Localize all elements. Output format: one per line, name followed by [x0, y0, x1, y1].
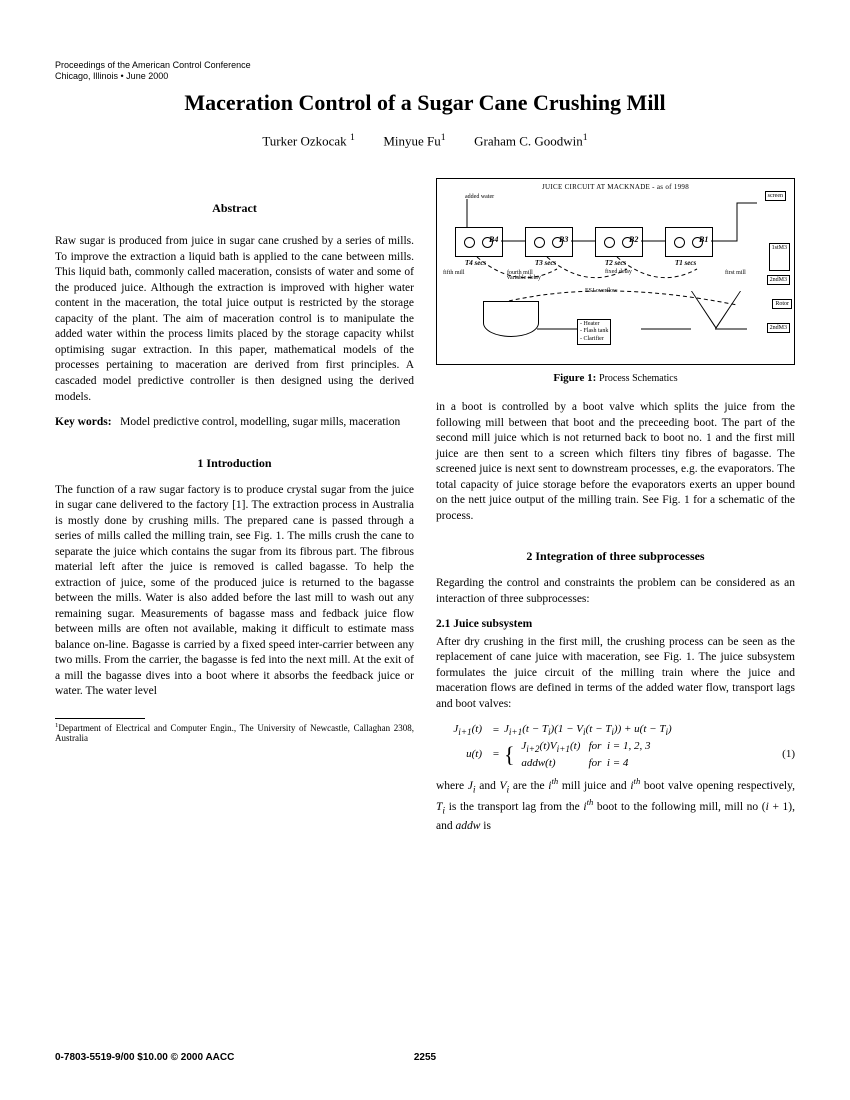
author-3-aff: 1 — [583, 132, 588, 143]
footer-copyright: 0-7803-5519-9/00 $10.00 © 2000 AACC — [55, 1051, 234, 1065]
left-column: Abstract Raw sugar is produced from juic… — [55, 178, 414, 844]
author-1: Turker Ozkocak — [262, 134, 346, 149]
proceedings-header: Proceedings of the American Control Conf… — [55, 60, 795, 82]
footnote: 1Department of Electrical and Computer E… — [55, 722, 414, 744]
author-2: Minyue Fu — [383, 134, 440, 149]
footnote-text: Department of Electrical and Computer En… — [55, 723, 414, 743]
equation-number: (1) — [771, 747, 795, 762]
authors-line: Turker Ozkocak 1 Minyue Fu1 Graham C. Go… — [55, 131, 795, 150]
page-footer: 0-7803-5519-9/00 $10.00 © 2000 AACC 2255 — [55, 1051, 795, 1065]
page-number: 2255 — [414, 1051, 436, 1065]
abstract-heading: Abstract — [55, 200, 414, 216]
figure-1-caption: Figure 1: Process Schematics — [436, 371, 795, 386]
footnote-rule — [55, 718, 145, 719]
col2-intro-text: in a boot is controlled by a boot valve … — [436, 400, 795, 524]
section-2-1-heading: 2.1 Juice subsystem — [436, 617, 795, 633]
figure-lines — [437, 179, 794, 364]
keywords-text: Model predictive control, modelling, sug… — [120, 416, 400, 428]
keywords-label: Key words: — [55, 416, 112, 428]
section-2-1-text: After dry crushing in the first mill, th… — [436, 635, 795, 713]
right-column: JUICE CIRCUIT AT MACKNADE - as of 1998 a… — [436, 178, 795, 844]
figure-caption-text: Process Schematics — [599, 373, 678, 384]
proceedings-line1: Proceedings of the American Control Conf… — [55, 60, 795, 71]
post-equation-text: where Ji and Vi are the ith mill juice a… — [436, 776, 795, 834]
equation-1: Ji+1(t) = Ji+1(t − Ti)(1 − Vi(t − Ti)) +… — [436, 722, 795, 770]
proceedings-line2: Chicago, Illinois • June 2000 — [55, 71, 795, 82]
paper-title: Maceration Control of a Sugar Cane Crush… — [55, 88, 795, 118]
section-1-heading: 1 Introduction — [55, 455, 414, 471]
figure-1-diagram: JUICE CIRCUIT AT MACKNADE - as of 1998 a… — [436, 178, 795, 365]
figure-caption-label: Figure 1: — [553, 372, 596, 384]
author-1-aff: 1 — [350, 132, 355, 143]
section-1-text: The function of a raw sugar factory is t… — [55, 483, 414, 700]
author-2-aff: 1 — [441, 132, 446, 143]
author-3: Graham C. Goodwin — [474, 134, 583, 149]
section-2-intro: Regarding the control and constraints th… — [436, 576, 795, 607]
abstract-text: Raw sugar is produced from juice in suga… — [55, 234, 414, 405]
section-2-heading: 2 Integration of three subprocesses — [436, 548, 795, 564]
keywords: Key words: Model predictive control, mod… — [55, 415, 414, 431]
